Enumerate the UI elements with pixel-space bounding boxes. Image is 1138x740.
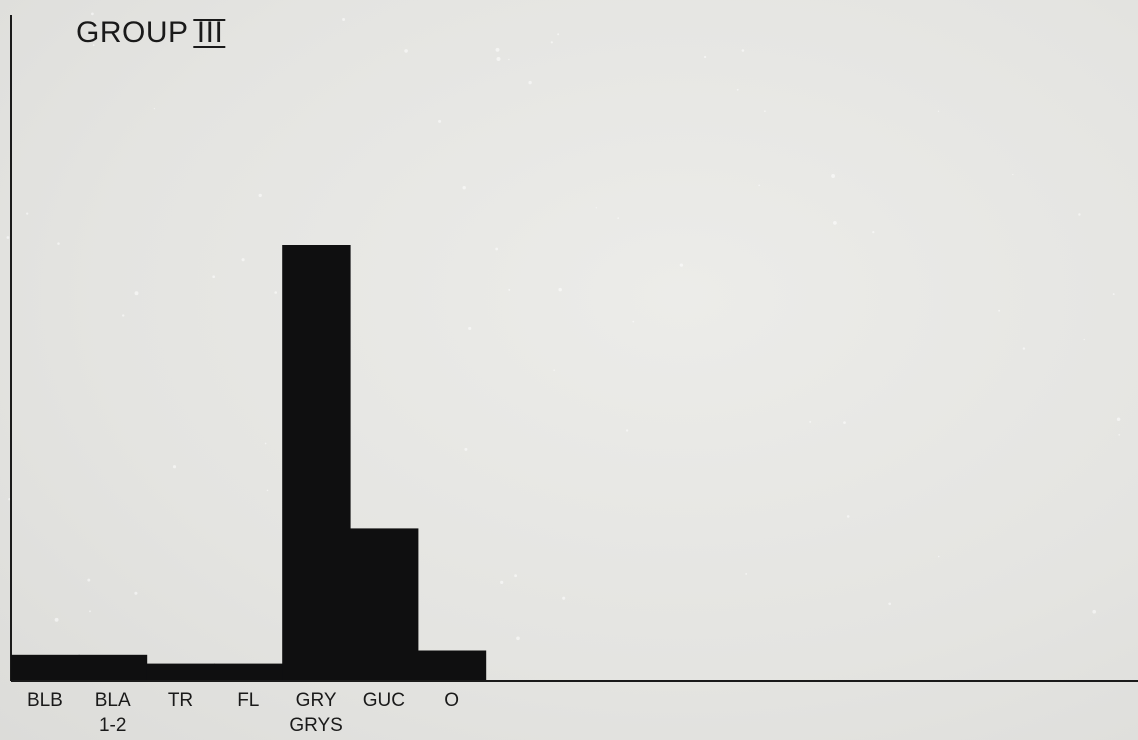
grain-speck bbox=[1083, 338, 1085, 341]
grain-speck bbox=[831, 174, 836, 178]
grain-speck bbox=[274, 291, 278, 294]
chart-title-group: GROUP III bbox=[76, 16, 226, 49]
grain-speck bbox=[266, 489, 269, 492]
x-tick-label: GRYS bbox=[289, 715, 343, 736]
bar-tr bbox=[146, 663, 215, 681]
grain-speck bbox=[872, 231, 875, 234]
x-tick-label: GRY bbox=[296, 690, 337, 711]
x-tick-label: BLB bbox=[27, 690, 63, 711]
grain-speck bbox=[57, 242, 60, 245]
grain-speck bbox=[632, 320, 635, 323]
bar-bla-1-2 bbox=[78, 654, 148, 681]
grain-speck bbox=[495, 47, 500, 52]
grain-speck bbox=[468, 326, 472, 330]
grain-speck bbox=[888, 602, 892, 606]
grain-speck bbox=[134, 291, 139, 296]
grain-speck bbox=[514, 574, 518, 578]
grain-speck bbox=[998, 309, 1001, 312]
grain-speck bbox=[122, 314, 125, 317]
grain-speck bbox=[679, 263, 684, 267]
grain-speck bbox=[134, 591, 138, 595]
grain-speck bbox=[1022, 347, 1026, 350]
grain-speck bbox=[212, 275, 216, 279]
grain-speck bbox=[1118, 433, 1121, 436]
grain-speck bbox=[937, 110, 940, 112]
x-tick-labels: BLB BLA 1-2 TR FL GRY GRYS GUC O bbox=[27, 690, 459, 736]
grain-speck bbox=[89, 610, 91, 613]
grain-speck bbox=[736, 88, 739, 91]
grain-speck bbox=[1012, 173, 1014, 176]
x-tick-label: FL bbox=[237, 690, 259, 711]
film-grain bbox=[6, 12, 1121, 641]
grain-speck bbox=[550, 41, 553, 44]
grain-speck bbox=[528, 80, 532, 85]
grain-speck bbox=[846, 515, 850, 518]
grain-speck bbox=[617, 217, 620, 219]
grain-speck bbox=[516, 636, 520, 641]
bar-fl bbox=[214, 663, 283, 681]
grain-speck bbox=[264, 442, 267, 445]
x-tick-label: 1-2 bbox=[99, 715, 126, 736]
bar-blb bbox=[11, 654, 80, 681]
grain-speck bbox=[438, 119, 442, 123]
grain-speck bbox=[843, 421, 846, 424]
grain-speck bbox=[764, 110, 766, 113]
x-tick-label: TR bbox=[168, 690, 193, 711]
grain-speck bbox=[833, 221, 837, 225]
grain-speck bbox=[741, 49, 745, 52]
grain-speck bbox=[595, 207, 597, 209]
grain-speck bbox=[153, 108, 155, 110]
grain-speck bbox=[562, 596, 566, 600]
grain-speck bbox=[6, 236, 10, 239]
grain-speck bbox=[1078, 213, 1081, 216]
grain-speck bbox=[745, 572, 748, 575]
bars-group bbox=[11, 245, 487, 681]
grain-speck bbox=[937, 555, 940, 558]
grain-speck bbox=[54, 617, 59, 622]
grain-speck bbox=[496, 57, 501, 61]
bar-gry-grys bbox=[282, 245, 351, 681]
grain-speck bbox=[26, 212, 29, 215]
grain-speck bbox=[404, 49, 408, 53]
grain-speck bbox=[500, 580, 504, 585]
grain-speck bbox=[172, 465, 177, 469]
grain-speck bbox=[1116, 417, 1121, 421]
bar-guc bbox=[350, 528, 419, 681]
grain-speck bbox=[342, 18, 346, 21]
grain-speck bbox=[553, 369, 555, 371]
grain-speck bbox=[557, 33, 560, 36]
x-tick-label: O bbox=[444, 690, 459, 711]
grain-speck bbox=[241, 258, 245, 262]
grain-speck bbox=[495, 247, 499, 251]
grain-speck bbox=[508, 288, 511, 291]
bar-o bbox=[417, 650, 487, 681]
grain-speck bbox=[558, 287, 562, 292]
grain-speck bbox=[1092, 609, 1096, 614]
grain-speck bbox=[809, 420, 812, 423]
grain-speck bbox=[92, 44, 95, 46]
chart-title: GROUP III bbox=[76, 16, 223, 49]
grain-speck bbox=[91, 12, 94, 16]
grain-speck bbox=[508, 58, 510, 61]
grain-speck bbox=[625, 429, 629, 432]
grain-speck bbox=[464, 447, 468, 451]
grain-speck bbox=[703, 55, 707, 59]
grain-speck bbox=[758, 184, 761, 187]
x-tick-label: GUC bbox=[363, 690, 405, 711]
grain-speck bbox=[1112, 293, 1115, 296]
grain-speck bbox=[87, 578, 91, 582]
grain-speck bbox=[462, 186, 466, 190]
grain-speck bbox=[258, 193, 262, 198]
x-tick-label: BLA bbox=[95, 690, 131, 711]
